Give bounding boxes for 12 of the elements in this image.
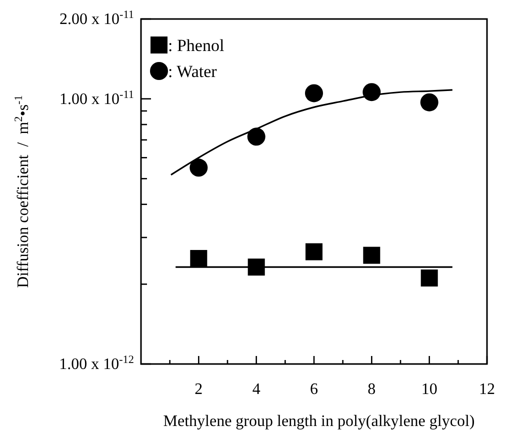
y-tick-label: 1.00 x 10$^{-11}$ (60, 88, 134, 108)
y-tick-label: 1.00 x 10$^{-12}$ (59, 354, 134, 373)
x-axis-title: Methylene group length in poly(alkylene glycol) (163, 413, 475, 430)
x-tick-label: 10 (421, 381, 438, 398)
legend-label: : Water (168, 62, 218, 81)
x-tick-label: 4 (252, 381, 260, 398)
y-tick-label: 2.00 x 10$^{-11}$ (60, 9, 134, 28)
x-tick-label: 2 (194, 381, 203, 398)
x-tick-label: 8 (368, 381, 376, 398)
x-tick-label: 6 (310, 381, 318, 398)
x-tick-label: 12 (479, 381, 495, 398)
legend-label: : Phenol (168, 36, 224, 55)
